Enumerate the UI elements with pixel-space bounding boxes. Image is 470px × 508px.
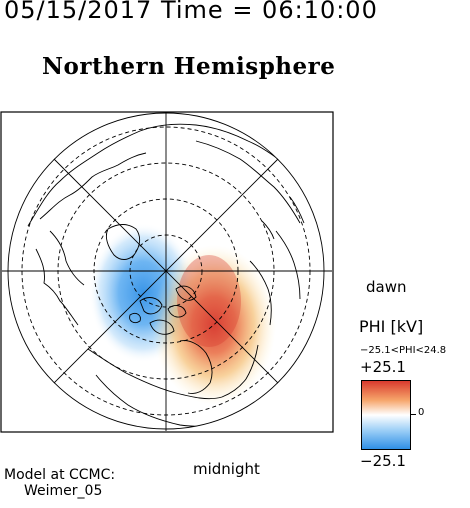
dawn-label: dawn <box>366 278 407 296</box>
colorbar-range: −25.1<PHI<24.8 <box>360 345 447 356</box>
model-name: Weimer_05 <box>24 483 103 499</box>
lon-grid <box>2 113 332 431</box>
timestamp: 05/15/2017 Time = 06:10:00 <box>4 0 378 24</box>
colorbar-zero-tick <box>411 414 416 415</box>
model-credit: Model at CCMC: <box>4 467 116 483</box>
hemisphere-title: Northern Hemisphere <box>42 53 336 80</box>
colorbar-max-label: +25.1 <box>360 358 406 376</box>
colorbar-zero-label: 0 <box>418 407 425 418</box>
potential-field <box>89 223 276 405</box>
colorbar <box>361 380 411 450</box>
midnight-label: midnight <box>193 460 260 478</box>
polar-map <box>0 111 334 433</box>
positive-cell <box>152 245 276 405</box>
colorbar-title: PHI [kV] <box>359 317 424 336</box>
colorbar-min-label: −25.1 <box>360 452 406 470</box>
